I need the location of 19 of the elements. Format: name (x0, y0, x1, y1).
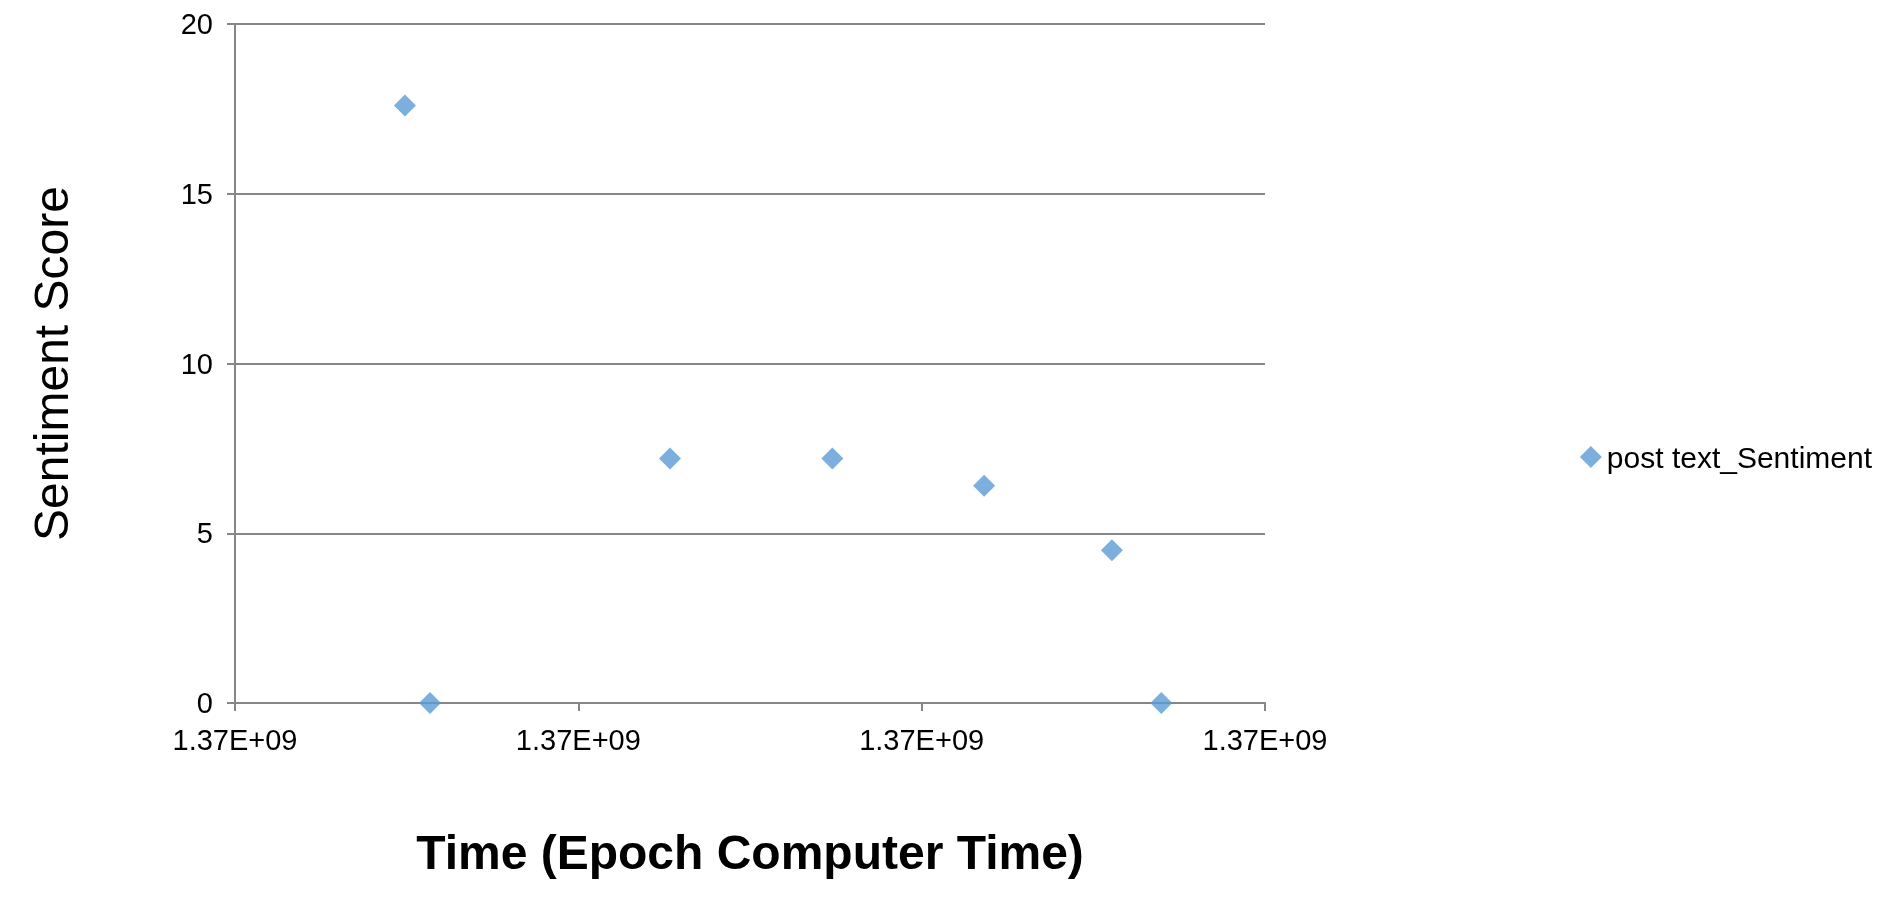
point (419, 692, 442, 714)
x-axis-title: Time (Epoch Computer Time) (416, 825, 1084, 879)
x-tick-label: 1.37E+09 (515, 723, 641, 756)
point (973, 474, 996, 497)
x-tick-label: 1.37E+09 (172, 723, 298, 756)
y-tick-label: 10 (180, 347, 213, 380)
x-tick-label: 1.37E+09 (859, 723, 985, 756)
y-tick-label: 15 (180, 177, 213, 210)
y-axis-title: Sentiment Score (24, 186, 78, 541)
point (1150, 692, 1173, 714)
y-tick-label: 0 (196, 687, 213, 719)
legend-label: post text_Sentiment (1606, 440, 1873, 474)
y-tick-label: 20 (180, 8, 213, 40)
point (1100, 539, 1123, 562)
point (393, 94, 416, 117)
y-tick-label: 5 (196, 517, 213, 550)
point (659, 447, 681, 470)
point (821, 447, 844, 470)
x-tick-label: 1.37E+09 (1202, 723, 1328, 756)
